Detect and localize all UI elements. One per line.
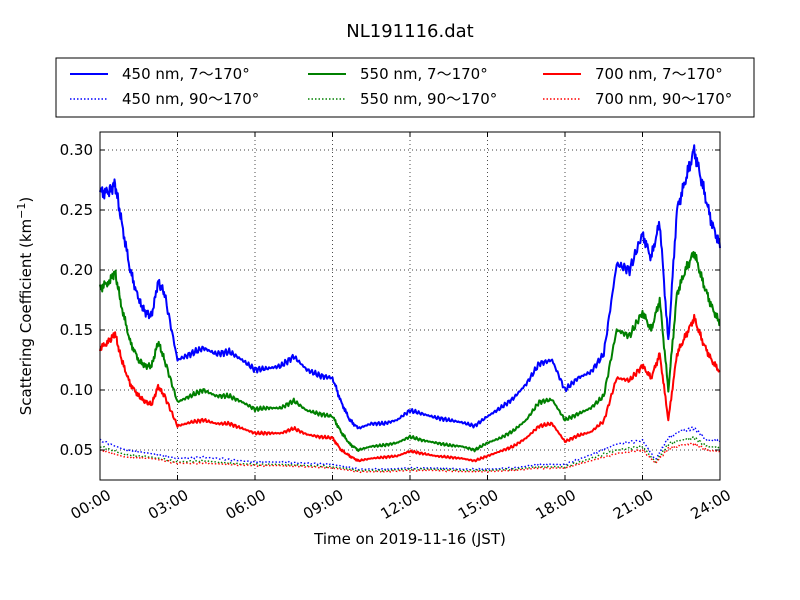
legend-label: 450 nm, 7～170° [122, 65, 250, 83]
y-tick-label: 0.20 [60, 261, 93, 279]
series-line-3 [99, 436, 721, 472]
y-tick-label: 0.10 [60, 381, 93, 399]
y-axis-label-close: ) [17, 197, 35, 203]
x-tick-label: 24:00 [688, 486, 734, 523]
series-line-2 [99, 251, 721, 453]
y-tick-label: 0.30 [60, 141, 93, 159]
x-tick-label: 12:00 [378, 486, 424, 523]
y-axis-label: Scattering Coefficient (km−1) [15, 197, 35, 416]
legend-label: 450 nm, 90～170° [122, 90, 259, 108]
x-tick-label: 06:00 [223, 486, 269, 523]
x-axis-label: Time on 2019-11-16 (JST) [313, 530, 506, 548]
x-tick-label: 00:00 [68, 486, 114, 523]
series-line-5 [99, 442, 721, 474]
series-line-0 [99, 144, 721, 430]
series-group [99, 144, 721, 474]
series-line-4 [99, 313, 721, 463]
y-axis: 0.05 0.10 0.15 0.20 0.25 0.30 [60, 141, 720, 459]
legend-label: 550 nm, 7～170° [360, 65, 488, 83]
chart-legend: 450 nm, 7～170° 550 nm, 7～170° 700 nm, 7～17… [55, 57, 755, 118]
series-line-1 [99, 426, 721, 471]
x-tick-label: 18:00 [533, 486, 579, 523]
y-tick-label: 0.25 [60, 201, 93, 219]
legend-frame [55, 57, 755, 118]
y-axis-label-text: Scattering Coefficient (km [17, 219, 35, 415]
y-tick-label: 0.05 [60, 441, 93, 459]
x-tick-label: 15:00 [455, 486, 501, 523]
legend-label: 550 nm, 90～170° [360, 90, 497, 108]
chart-title: NL191116.dat [346, 21, 473, 42]
grid-lines [99, 132, 721, 480]
x-tick-label: 09:00 [300, 486, 346, 523]
x-tick-label: 03:00 [145, 486, 191, 523]
legend-label: 700 nm, 7～170° [595, 65, 723, 83]
y-axis-label-exponent: −1 [15, 203, 28, 219]
y-tick-label: 0.15 [60, 321, 93, 339]
x-tick-label: 21:00 [610, 486, 656, 523]
legend-label: 700 nm, 90～170° [595, 90, 732, 108]
